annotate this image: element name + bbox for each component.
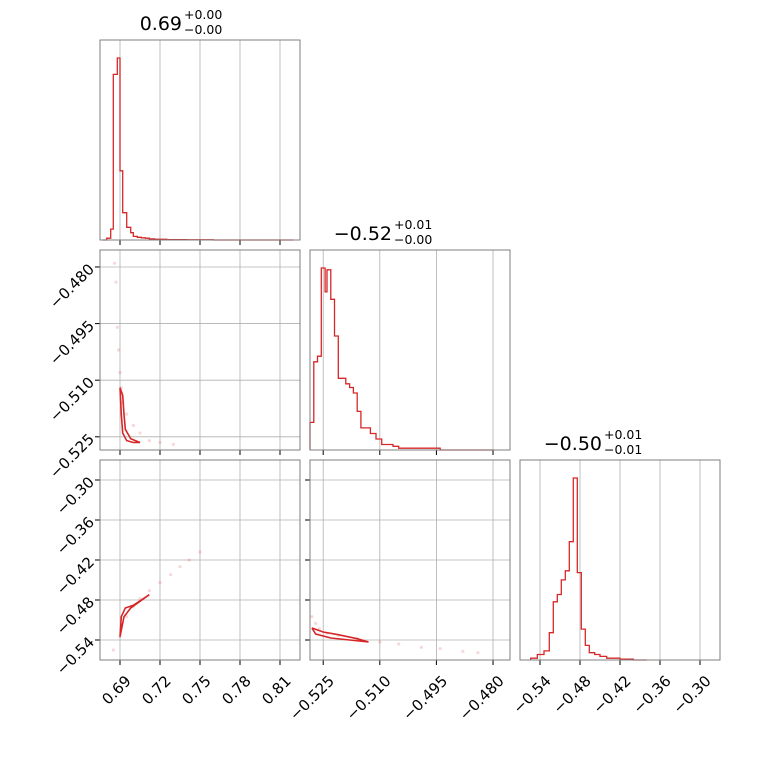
histogram-title-plus-error: +0.01 [394,217,432,232]
scatter-point [198,550,202,554]
panel-0-0 [99,39,301,245]
scatter-point [169,573,173,577]
y-tick-label: −0.36 [53,513,98,558]
y-tick-label: −0.525 [46,430,98,482]
histogram-title-minus-error: −0.00 [394,232,432,247]
x-tick-label: 0.78 [218,672,254,708]
x-tick-label: −0.36 [630,672,675,717]
histogram-title-plus-error: +0.00 [184,7,222,22]
x-tick-label: −0.54 [510,672,555,717]
panel-1-0 [95,249,301,455]
scatter-point [114,280,118,284]
x-tick-label: 0.81 [258,672,294,708]
panel-background [310,250,510,450]
histogram-title-minus-error: −0.01 [604,442,642,457]
histogram-title-value: −0.52 [334,223,392,245]
y-tick-label: −0.54 [53,633,98,678]
scatter-point [147,589,151,593]
scatter-point [113,261,117,265]
scatter-point [158,581,162,585]
x-tick-label: −0.495 [399,672,451,724]
panel-2-1 [305,459,511,665]
scatter-point [118,371,122,375]
x-tick-label: −0.480 [456,672,508,724]
scatter-point [138,431,142,435]
scatter-point [131,423,135,428]
x-tick-label: −0.42 [590,672,635,717]
x-tick-label: −0.525 [286,672,338,724]
scatter-point [314,621,318,625]
y-tick-label: −0.495 [46,317,98,369]
scatter-point [438,647,442,651]
scatter-point [317,627,322,631]
y-tick-label: −0.510 [46,373,98,425]
x-tick-label: 0.72 [138,672,174,708]
scatter-point [419,645,423,649]
histogram-title-value: −0.50 [544,433,602,455]
scatter-point [397,642,401,646]
panel-frame [309,459,511,661]
y-tick-label: −0.42 [53,553,98,598]
scatter-point [461,649,465,653]
scatter-point [310,615,314,619]
x-tick-label: 0.75 [178,672,214,708]
scatter-point [378,640,382,644]
scatter-point [117,348,121,352]
scatter-point [125,615,129,619]
scatter-point [158,440,162,445]
panel-1-1 [309,249,511,455]
panel-frame [99,459,301,661]
x-tick-label: −0.48 [550,672,595,717]
scatter-point [178,565,182,569]
x-tick-label: 0.69 [98,672,134,708]
x-tick-label: −0.30 [670,672,715,717]
density-contour [119,594,150,637]
panel-frame [99,39,301,241]
panel-2-0 [95,459,301,665]
panel-frame [519,459,721,661]
histogram-title-value: 0.69 [140,13,182,35]
histogram-step-line [309,267,493,451]
panel-frame [99,249,301,451]
histogram-title-minus-error: −0.00 [184,22,222,37]
panel-frame [309,249,511,451]
histogram-step-line [530,477,647,661]
y-tick-label: −0.48 [53,593,98,638]
scatter-point [476,651,480,655]
scatter-point [187,558,191,562]
scatter-point [125,412,129,416]
scatter-point [111,648,115,652]
scatter-point [171,442,175,446]
panel-2-2 [519,459,721,665]
histogram-title-plus-error: +0.01 [604,427,642,442]
scatter-point [115,325,119,329]
density-contour [311,627,369,643]
scatter-point [147,438,151,443]
y-tick-label: −0.480 [46,260,98,312]
density-contour [119,387,141,444]
x-tick-label: −0.510 [343,672,395,724]
